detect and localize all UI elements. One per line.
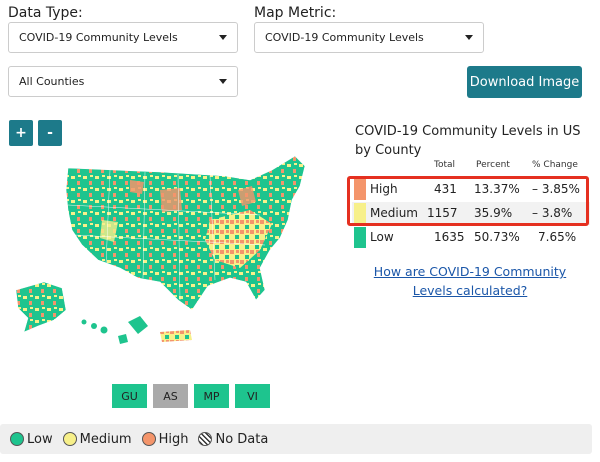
medium-swatch [354,203,366,224]
zoom-in-button[interactable]: + [9,120,33,146]
data-type-select[interactable]: COVID-19 Community Levels [8,22,238,53]
territory-as-button[interactable]: AS [153,384,188,408]
low-dot-icon [10,432,24,446]
change-value: – 3.8% [532,206,573,220]
percent-value: 13.37% [474,182,520,196]
change-header: % Change [532,160,578,170]
legend-item-no-data: No Data [198,432,268,447]
puerto-rico [160,330,192,342]
area-select[interactable]: All Counties [8,66,238,97]
no-data-dot-icon [198,432,213,446]
level-label: Medium [370,206,418,220]
territory-mp-button[interactable]: MP [194,384,229,408]
total-value: 431 [434,182,457,196]
map-legend: Low Medium High No Data [0,424,592,454]
high-swatch [354,179,366,200]
low-swatch [354,227,366,248]
download-image-button[interactable]: Download Image [467,66,582,98]
total-value: 1635 [434,230,465,244]
us-map-graphic[interactable] [10,150,340,375]
legend-item-low: Low [10,432,53,447]
total-value: 1157 [427,206,458,220]
hawaii [81,319,128,344]
map-metric-label: Map Metric: [254,5,337,21]
summary-title: COVID-19 Community Levels in US by Count… [355,124,581,158]
change-value: – 3.85% [532,182,580,196]
territory-gu-button[interactable]: GU [112,384,147,408]
zoom-out-button[interactable]: - [38,120,62,146]
legend-label: Medium [79,431,132,447]
level-label: High [370,182,398,196]
legend-label: High [158,431,189,447]
legend-item-high: High [141,431,189,447]
table-row: High 431 13.37% – 3.85% [352,178,590,201]
chevron-down-icon [219,35,227,40]
us-county-map[interactable] [10,150,340,375]
legend-item-medium: Medium [62,431,132,447]
total-header: Total [434,160,456,170]
legend-label: No Data [215,431,269,447]
chevron-down-icon [219,79,227,84]
territory-vi-button[interactable]: VI [235,384,270,408]
level-label: Low [370,230,394,244]
calculation-link[interactable]: How are COVID-19 Community Levels calcul… [373,264,567,298]
chevron-down-icon [465,35,473,40]
percent-value: 50.73% [474,230,520,244]
percent-header: Percent [476,160,510,170]
map-metric-value: COVID-19 Community Levels [265,31,424,44]
map-metric-select[interactable]: COVID-19 Community Levels [254,22,484,53]
change-value: 7.65% [538,230,577,244]
area-value: All Counties [19,75,85,88]
data-type-label: Data Type: [8,5,83,21]
table-row: Low 1635 50.73% 7.65% [352,226,590,249]
data-type-value: COVID-19 Community Levels [19,31,178,44]
table-row: Medium 1157 35.9% – 3.8% [352,202,590,225]
legend-label: Low [27,431,53,447]
high-dot-icon [141,432,156,446]
alaska [15,281,67,333]
medium-dot-icon [62,432,77,446]
percent-value: 35.9% [474,206,513,220]
